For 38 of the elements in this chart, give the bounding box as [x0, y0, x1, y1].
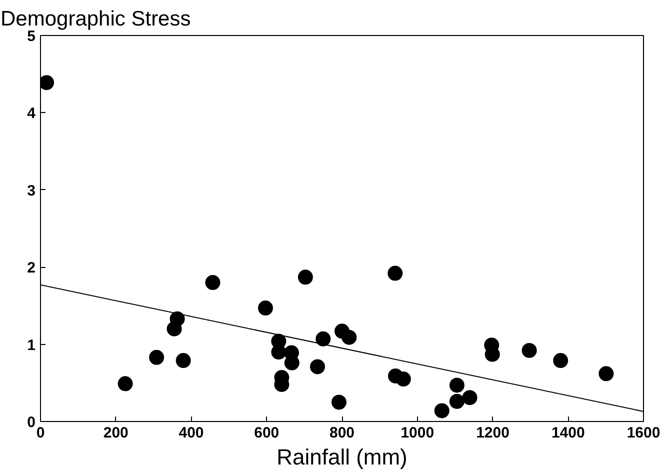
x-tick-label: 1600	[626, 424, 660, 442]
point	[522, 342, 537, 358]
point	[598, 366, 614, 382]
y-tick-label: 2	[27, 260, 36, 277]
x-tick-label: 800	[329, 424, 355, 442]
point	[149, 350, 164, 365]
y-tick-label: 1	[27, 336, 36, 354]
point	[40, 75, 54, 90]
x-axis-title: Rainfall (mm)	[276, 444, 408, 470]
x-tick-label: 400	[178, 424, 204, 442]
point	[331, 394, 346, 410]
point	[170, 311, 185, 326]
y-tick-label: 3	[27, 182, 36, 200]
point	[449, 378, 464, 393]
point	[462, 390, 478, 406]
point	[271, 344, 286, 360]
point	[258, 300, 273, 316]
y-tick-label: 0	[27, 414, 36, 431]
x-tick-label: 200	[103, 424, 128, 442]
x-tick-label: 1200	[476, 424, 510, 442]
point	[205, 275, 220, 290]
point	[118, 376, 133, 392]
point	[388, 266, 403, 281]
point	[176, 353, 191, 368]
y-tick-label: 5	[27, 28, 36, 45]
point	[298, 270, 313, 285]
point	[553, 353, 568, 368]
point	[449, 394, 464, 409]
point	[342, 330, 357, 345]
x-tick-label: 1400	[551, 424, 585, 442]
point	[434, 403, 450, 418]
x-tick-label: 1000	[400, 424, 434, 442]
chart-title: Demographic Stress	[0, 8, 191, 30]
point	[316, 331, 331, 346]
y-tick-label: 4	[27, 105, 36, 122]
point	[310, 359, 326, 374]
point	[396, 372, 411, 387]
x-tick-label: 600	[254, 424, 280, 442]
